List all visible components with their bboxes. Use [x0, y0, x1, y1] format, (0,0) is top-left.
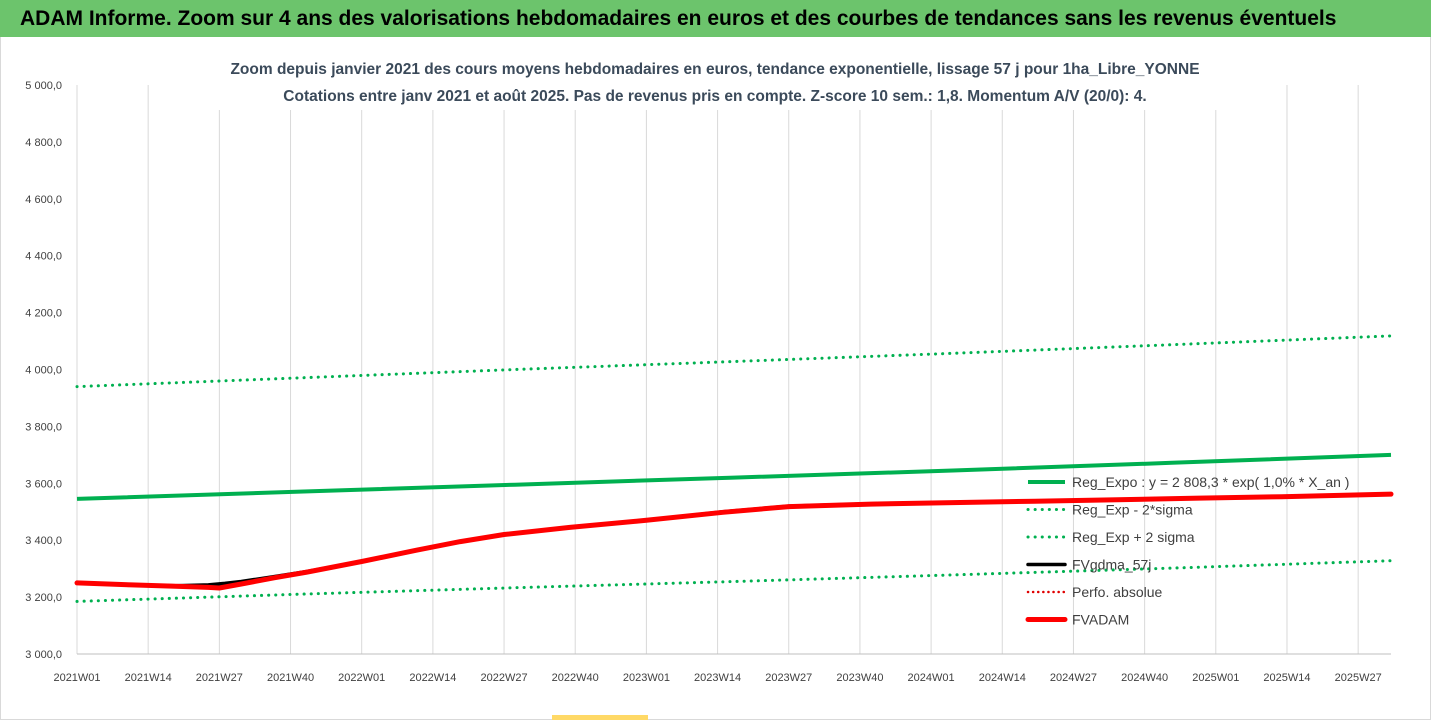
x-tick-label: 2022W40 — [552, 672, 599, 684]
x-tick-label: 2025W14 — [1263, 672, 1310, 684]
x-tick-label: 2021W14 — [125, 672, 172, 684]
banner-title: ADAM Informe. Zoom sur 4 ans des valoris… — [20, 7, 1337, 30]
x-tick-label: 2024W27 — [1050, 672, 1097, 684]
grid-layer — [76, 85, 1391, 655]
series-line-6 — [74, 491, 1394, 591]
chart-title: Zoom depuis janvier 2021 des cours moyen… — [230, 61, 1200, 78]
x-tick-label: 2023W14 — [694, 672, 741, 684]
x-tick-label: 2021W01 — [53, 672, 100, 684]
legend-label: Reg_Exp - 2*sigma — [1072, 502, 1193, 518]
legend-label: FVADAM — [1072, 612, 1129, 628]
x-tick-label: 2024W40 — [1121, 672, 1168, 684]
x-tick-label: 2025W01 — [1192, 672, 1239, 684]
y-tick-label: 5 000,0 — [25, 80, 62, 92]
series-line-1 — [76, 452, 1392, 501]
series-layer — [74, 334, 1394, 603]
y-axis: 3 000,0 3 200,0 3 400,0 3 600,0 3 800,0 4 000… — [25, 80, 62, 661]
y-tick-label: 3 200,0 — [25, 592, 62, 604]
y-tick-label: 4 400,0 — [25, 251, 62, 263]
x-tick-label: 2023W40 — [836, 672, 883, 684]
sheet-tab-marker — [552, 715, 648, 720]
legend: Reg_Expo : y = 2 808,3 * exp( 1,0% * X_a… — [1025, 474, 1349, 628]
legend-label: Reg_Exp + 2 sigma — [1072, 529, 1195, 545]
y-tick-label: 3 400,0 — [25, 535, 62, 547]
x-tick-label: 2024W01 — [908, 672, 955, 684]
series-line-2 — [75, 559, 1393, 603]
x-tick-label: 2021W40 — [267, 672, 314, 684]
x-tick-label: 2023W27 — [765, 672, 812, 684]
y-tick-label: 4 000,0 — [25, 365, 62, 377]
legend-label: Reg_Expo : y = 2 808,3 * exp( 1,0% * X_a… — [1072, 474, 1349, 490]
x-axis: 2021W01 2021W14 2021W27 2021W40 2022W01 2022W… — [53, 672, 1381, 684]
legend-label: Perfo. absolue — [1072, 584, 1162, 600]
y-tick-label: 4 600,0 — [25, 194, 62, 206]
x-tick-label: 2022W01 — [338, 672, 385, 684]
x-tick-label: 2025W27 — [1335, 672, 1382, 684]
legend-label: FVgdma_57j — [1072, 557, 1151, 573]
x-tick-label: 2024W14 — [979, 672, 1026, 684]
x-tick-label: 2022W14 — [409, 672, 456, 684]
y-tick-label: 4 200,0 — [25, 308, 62, 320]
y-tick-label: 3 600,0 — [25, 478, 62, 490]
chart-subtitle: Cotations entre janv 2021 et août 2025. … — [283, 88, 1147, 105]
y-tick-label: 3 800,0 — [25, 421, 62, 433]
x-tick-label: 2023W01 — [623, 672, 670, 684]
chart-title-box: Zoom depuis janvier 2021 des cours moyen… — [210, 56, 1220, 110]
x-tick-label: 2022W27 — [481, 672, 528, 684]
x-tick-label: 2021W27 — [196, 672, 243, 684]
series-line-3 — [75, 334, 1393, 389]
y-tick-label: 3 000,0 — [25, 649, 62, 661]
y-tick-label: 4 800,0 — [25, 137, 62, 149]
report-banner: ADAM Informe. Zoom sur 4 ans des valoris… — [0, 0, 1431, 37]
